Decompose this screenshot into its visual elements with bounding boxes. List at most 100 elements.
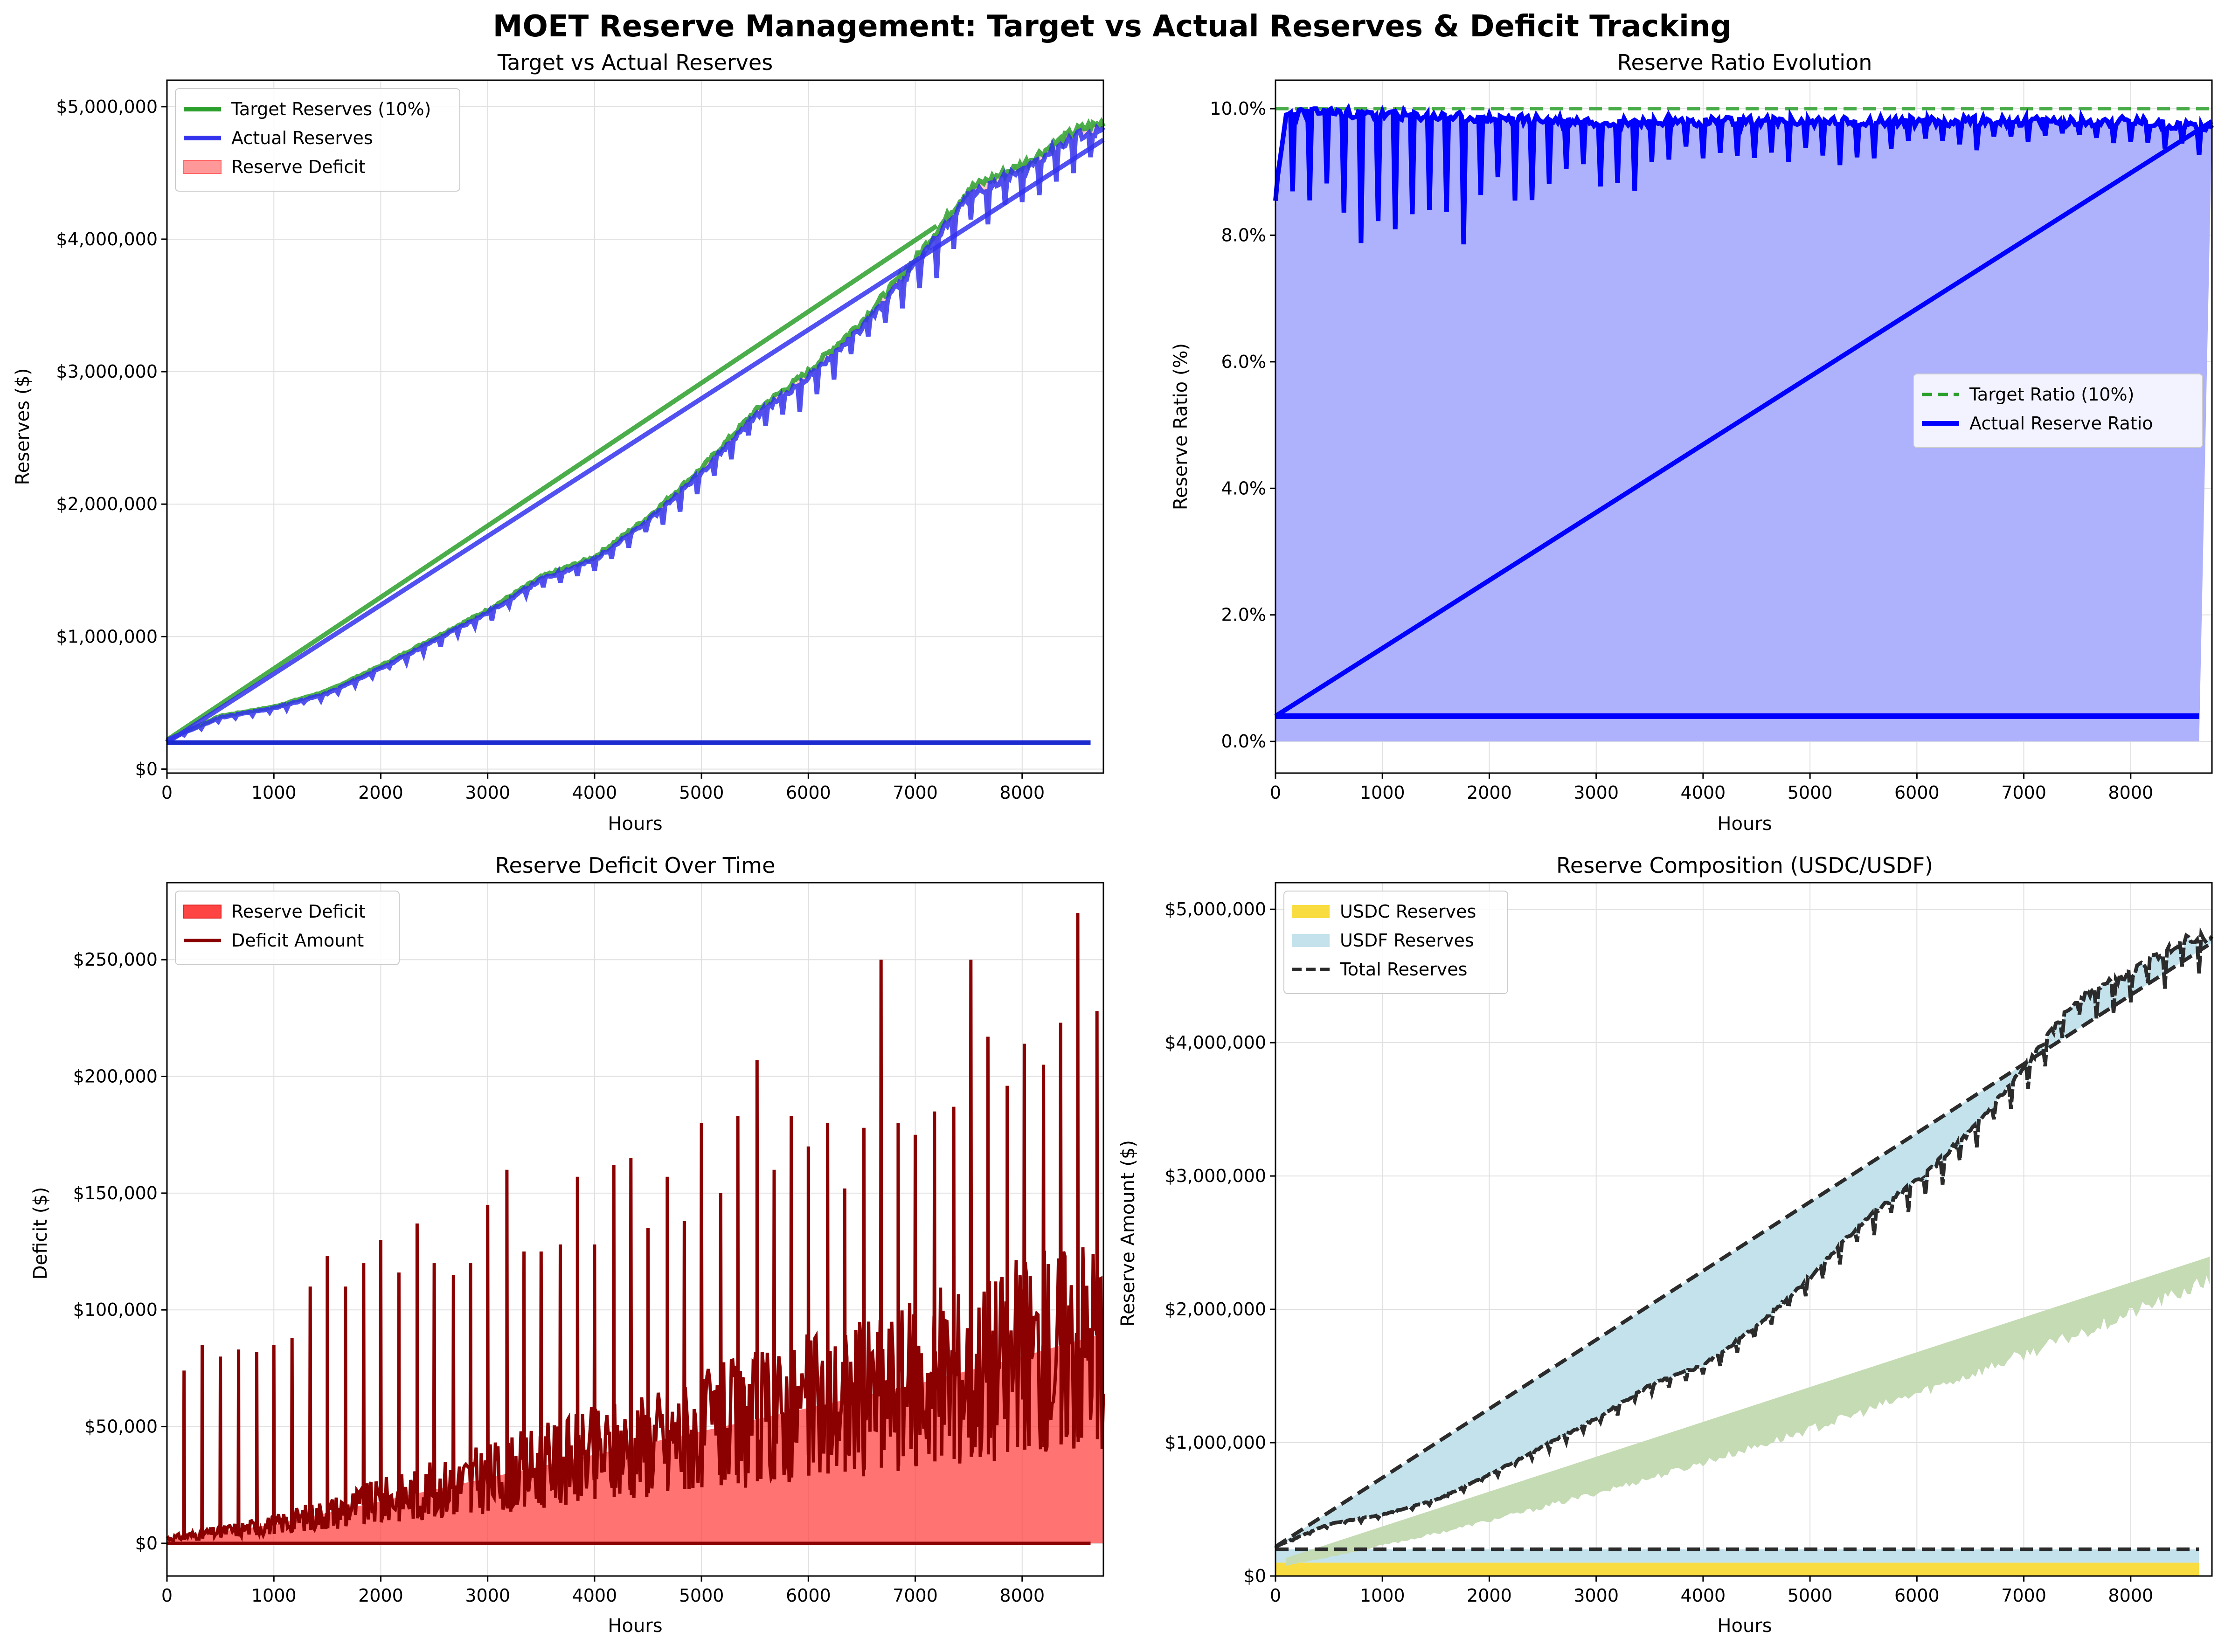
ratio-area <box>1275 109 2212 742</box>
legend-label: USDF Reserves <box>1340 930 1474 951</box>
y-tick-label: $0 <box>1244 1566 1266 1586</box>
plot-frame <box>166 79 1104 774</box>
ratio-ramp-line <box>1274 119 2213 719</box>
y-tick-label: 0.0% <box>1221 731 1266 752</box>
legend-swatch <box>1292 934 1330 947</box>
total-linear-line <box>1274 941 2213 1548</box>
green-band-area <box>1286 1257 2210 1566</box>
y-tick-label: $1,000,000 <box>56 626 158 647</box>
x-tick-label: 8000 <box>999 782 1045 803</box>
y-tick-label: $100,000 <box>73 1299 158 1320</box>
y-axis-label: Reserve Ratio (%) <box>1170 343 1192 510</box>
x-tick-label: 3000 <box>1573 1585 1619 1606</box>
y-tick-label: 2.0% <box>1221 605 1266 625</box>
y-tick-label: $50,000 <box>84 1417 158 1437</box>
panel-reserve-ratio: Reserve Ratio Evolution 0 1000 2000 3000 400… <box>1170 50 2214 835</box>
x-tick-label: 7000 <box>2001 782 2046 803</box>
x-tick-label: 4000 <box>572 782 617 803</box>
panel-target-vs-actual: Target vs Actual Reserves 0 1000 2000 3000 4… <box>12 50 1106 835</box>
y-tick-label: 10.0% <box>1210 98 1266 119</box>
x-tick-label: 7000 <box>2001 1585 2046 1606</box>
y-tick-label: $0 <box>135 759 158 779</box>
x-tick-label: 5000 <box>1788 782 1833 803</box>
panel-composition: Reserve Composition (USDC/USDF) 0 1000 200… <box>1117 853 2214 1637</box>
actual-ratio-line <box>1273 103 2214 245</box>
x-axis-label: Hours <box>1717 1615 1772 1637</box>
x-tick-label: 3000 <box>465 782 510 803</box>
x-tick-label: 4000 <box>1681 1585 1726 1606</box>
x-tick-label: 0 <box>1270 782 1281 803</box>
deficit-amount-line <box>166 913 1105 1543</box>
y-tick-label: $5,000,000 <box>1164 899 1266 919</box>
legend-box <box>1283 891 1508 994</box>
y-tick-label: $4,000,000 <box>1164 1032 1266 1053</box>
legend-label: Deficit Amount <box>231 930 364 951</box>
legend-swatch <box>1292 905 1330 918</box>
x-tick-label: 1000 <box>1360 1585 1405 1606</box>
x-tick-label: 2000 <box>358 782 403 803</box>
usdf-area <box>1275 1549 2199 1563</box>
plot-frame <box>166 882 1104 1577</box>
y-axis-label: Reserve Amount ($) <box>1117 1140 1139 1327</box>
usdf-composition-area <box>1275 934 2212 1548</box>
panel-title: Target vs Actual Reserves <box>497 50 773 75</box>
y-tick-label: $5,000,000 <box>56 97 158 117</box>
usdc-area <box>1275 1562 2199 1576</box>
plot-frame <box>1275 79 2213 774</box>
legend-label: Actual Reserves <box>231 128 373 148</box>
x-tick-label: 1000 <box>251 782 297 803</box>
legend-label: Total Reserves <box>1339 959 1467 980</box>
legend-swatch <box>183 160 222 174</box>
x-tick-label: 4000 <box>1681 782 1726 803</box>
legend-swatch <box>183 905 222 919</box>
x-tick-label: 8000 <box>2108 782 2153 803</box>
target-linear-line <box>166 224 938 742</box>
y-tick-label: $4,000,000 <box>56 229 158 249</box>
y-axis-label: Deficit ($) <box>30 1187 51 1280</box>
x-tick-label: 0 <box>161 1585 173 1606</box>
panel-title: Reserve Deficit Over Time <box>495 853 776 878</box>
x-tick-label: 0 <box>1270 1585 1281 1606</box>
panel-title: Reserve Ratio Evolution <box>1617 50 1872 75</box>
x-tick-label: 7000 <box>893 782 938 803</box>
x-tick-label: 5000 <box>1788 1585 1833 1606</box>
y-tick-label: $2,000,000 <box>56 494 158 514</box>
x-axis-label: Hours <box>1717 813 1772 835</box>
x-tick-label: 6000 <box>786 1585 831 1606</box>
panel-title: Reserve Composition (USDC/USDF) <box>1556 853 1933 878</box>
plot-frame <box>1275 882 2213 1577</box>
total-reserves-line <box>1274 926 2214 1550</box>
x-tick-label: 6000 <box>786 782 831 803</box>
x-tick-label: 5000 <box>679 1585 724 1606</box>
legend-label: Target Reserves (10%) <box>231 99 431 119</box>
x-tick-label: 8000 <box>2108 1585 2153 1606</box>
y-tick-label: $200,000 <box>73 1066 158 1087</box>
y-tick-label: $3,000,000 <box>1164 1166 1266 1186</box>
x-tick-label: 6000 <box>1894 1585 1940 1606</box>
x-tick-label: 2000 <box>1467 782 1512 803</box>
y-tick-label: $250,000 <box>73 949 158 970</box>
actual-linear-line <box>166 138 1105 745</box>
x-tick-label: 8000 <box>999 1585 1045 1606</box>
legend-label: Actual Reserve Ratio <box>1969 413 2153 434</box>
x-tick-label: 0 <box>161 782 173 803</box>
legend-box <box>175 88 460 192</box>
x-tick-label: 3000 <box>465 1585 510 1606</box>
x-tick-label: 7000 <box>893 1585 938 1606</box>
legend-box <box>175 891 400 965</box>
y-tick-label: $2,000,000 <box>1164 1299 1266 1320</box>
y-tick-label: 8.0% <box>1221 225 1266 245</box>
actual-reserves-line <box>165 123 1106 744</box>
figure-title: MOET Reserve Management: Target vs Actua… <box>493 9 1732 44</box>
x-tick-label: 2000 <box>358 1585 403 1606</box>
y-tick-label: $1,000,000 <box>1164 1432 1266 1453</box>
y-tick-label: 6.0% <box>1221 352 1266 372</box>
panel-deficit: Reserve Deficit Over Time 0 1000 2000 3000 4… <box>30 853 1105 1637</box>
reserve-deficit-area <box>167 1333 1103 1543</box>
y-tick-label: 4.0% <box>1221 478 1266 498</box>
y-tick-label: $0 <box>135 1533 158 1554</box>
x-tick-label: 1000 <box>1360 782 1405 803</box>
x-tick-label: 2000 <box>1467 1585 1512 1606</box>
y-tick-label: $150,000 <box>73 1183 158 1203</box>
